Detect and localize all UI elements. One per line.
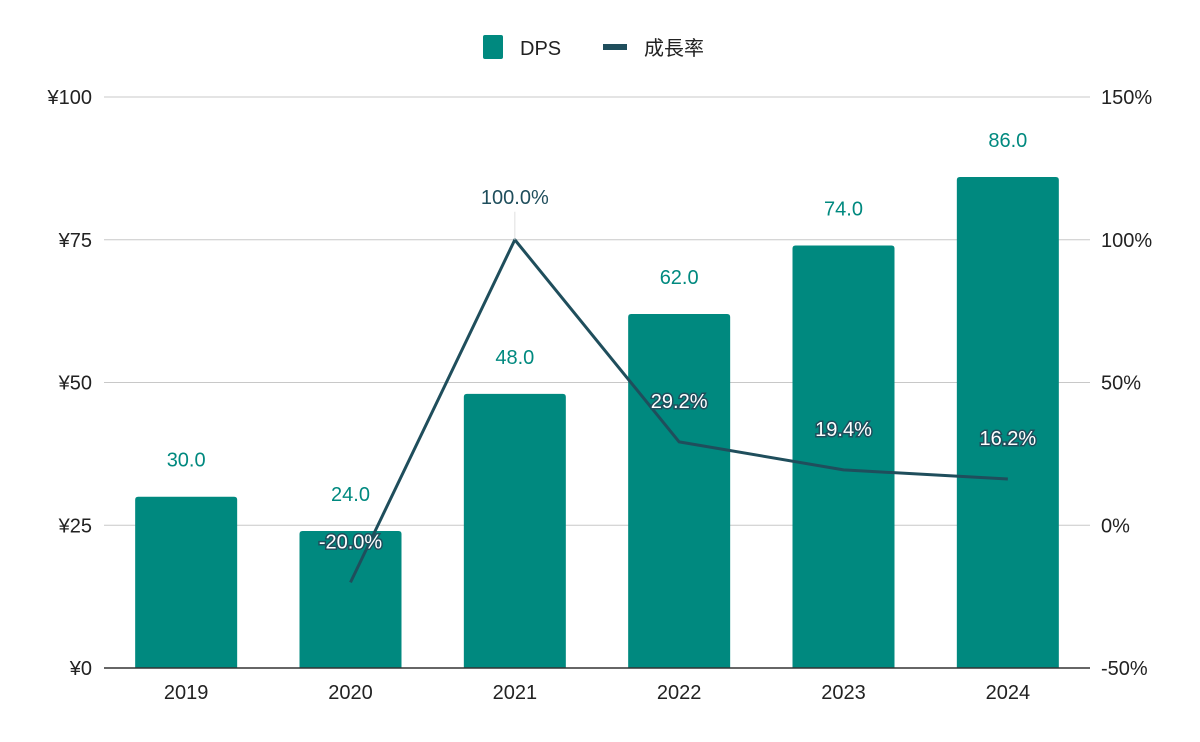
growth-labels: -20.0% 100.0% 29.2% 19.4% 16.2% [317, 187, 1038, 555]
bar-value-label: 48.0 [495, 347, 534, 369]
bar-value-label: 74.0 [824, 198, 863, 220]
legend-label-dps: DPS [520, 38, 561, 60]
y-right-tick-label: 100% [1101, 230, 1152, 252]
growth-line-path [349, 238, 1008, 583]
growth-line [349, 238, 1008, 583]
y-right-tick-label: 150% [1101, 87, 1152, 109]
bar [792, 245, 895, 668]
y-axis-right: -50% 0% 50% 100% 150% [1101, 87, 1152, 680]
x-tick-label: 2020 [328, 682, 373, 704]
legend-swatch-dps [483, 35, 503, 59]
bar [956, 176, 1059, 668]
bars [135, 176, 1059, 668]
y-axis-left: ¥0 ¥25 ¥50 ¥75 ¥100 [47, 87, 93, 680]
bar [299, 530, 402, 668]
legend-swatch-growth [603, 44, 627, 50]
gridlines [104, 96, 1090, 526]
x-tick-label: 2024 [986, 682, 1031, 704]
y-left-tick-label: ¥50 [58, 373, 92, 395]
x-tick-label: 2019 [164, 682, 209, 704]
y-left-tick-label: ¥75 [58, 230, 92, 252]
y-right-tick-label: -50% [1101, 658, 1148, 680]
y-left-tick-label: ¥0 [69, 658, 92, 680]
bar-value-label: 30.0 [167, 450, 206, 472]
growth-value-label: 100.0% [481, 187, 549, 209]
bar-labels: 30.0 24.0 48.0 62.0 74.0 86.0 [167, 130, 1028, 506]
growth-value-label: 29.2% [651, 391, 708, 413]
bar-value-label: 62.0 [660, 267, 699, 289]
legend: DPS 成長率 [483, 35, 704, 60]
bar-value-label: 24.0 [331, 484, 370, 506]
bar-value-label: 86.0 [988, 130, 1027, 152]
y-left-tick-label: ¥100 [47, 87, 93, 109]
bar [135, 496, 238, 668]
x-tick-label: 2023 [821, 682, 866, 704]
y-left-tick-label: ¥25 [58, 515, 92, 537]
growth-value-label: 19.4% [815, 419, 872, 441]
y-right-tick-label: 50% [1101, 373, 1141, 395]
bar [628, 313, 731, 668]
x-tick-label: 2022 [657, 682, 702, 704]
x-tick-label: 2021 [493, 682, 538, 704]
growth-value-label: 16.2% [979, 428, 1036, 450]
bar [463, 393, 566, 668]
x-axis: 2019 2020 2021 2022 2023 2024 [104, 667, 1090, 704]
y-right-tick-label: 0% [1101, 515, 1130, 537]
growth-value-label: -20.0% [319, 531, 383, 553]
legend-label-growth: 成長率 [644, 37, 704, 60]
